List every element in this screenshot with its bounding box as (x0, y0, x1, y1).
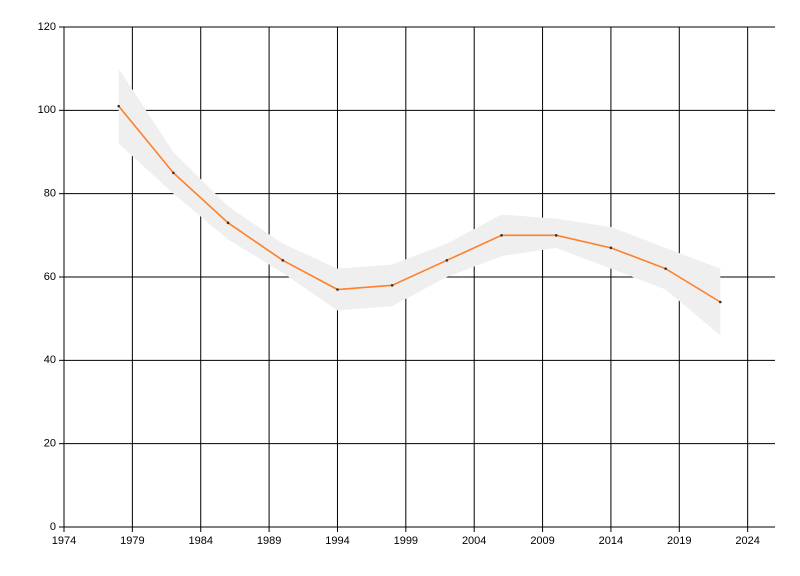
point (500, 234, 503, 237)
x-tick-label: 1994 (325, 535, 349, 547)
x-tick-label: 2009 (530, 535, 554, 547)
point (172, 171, 175, 175)
point (445, 259, 449, 262)
y-tick-label: 0 (50, 521, 56, 533)
x-tick-label: 1989 (257, 535, 281, 547)
y-tick-label: 40 (44, 354, 56, 366)
y-tick-label: 100 (38, 104, 56, 116)
point (336, 288, 339, 291)
point (609, 246, 613, 250)
y-tick-label: 80 (44, 188, 56, 200)
point (281, 259, 285, 262)
x-tick-label: 1974 (52, 535, 76, 547)
x-tick-label: 2004 (462, 535, 486, 547)
point (664, 267, 667, 270)
line (118, 105, 721, 303)
point (390, 284, 394, 287)
point (226, 221, 230, 225)
point (719, 300, 722, 304)
y-tick-label: 60 (44, 271, 56, 283)
x-tick-label: 2014 (599, 535, 623, 547)
x-tick-label: 1999 (394, 535, 418, 547)
x-tick-label: 1979 (120, 535, 144, 547)
x-tick-label: 1984 (188, 535, 212, 547)
confidence-band (118, 68, 721, 336)
point (554, 234, 558, 237)
x-tick-label: 2024 (735, 535, 759, 547)
x-tick-label: 2019 (667, 535, 691, 547)
y-tick-label: 20 (44, 438, 56, 450)
point (117, 104, 120, 108)
y-tick-label: 120 (38, 21, 56, 33)
